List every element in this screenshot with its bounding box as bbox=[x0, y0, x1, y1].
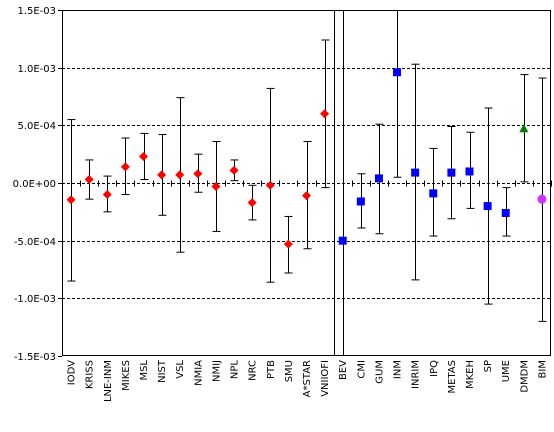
y-tick-labels: -1.5E-03 -1.0E-03 -5.0E-04 0.0E+00 5.0E-04 1.… bbox=[13, 6, 56, 363]
data-point-diamond bbox=[320, 109, 330, 119]
data-point-diamond bbox=[157, 170, 167, 180]
y-tick-label: 0.0E+00 bbox=[13, 179, 56, 190]
x-tick-label: BEV bbox=[338, 360, 349, 380]
x-tick-label: LNE-INM bbox=[103, 360, 114, 402]
data-point-circle bbox=[537, 194, 547, 204]
x-tick-label: IPQ bbox=[429, 360, 440, 377]
x-tick-label: VNIIOFI bbox=[320, 360, 331, 397]
x-tick-label: NMIJ bbox=[211, 360, 222, 382]
data-markers bbox=[66, 68, 547, 249]
x-tick-label: MKEH bbox=[465, 360, 476, 389]
y-tick-label: 1.0E-03 bbox=[17, 64, 56, 75]
data-point-square bbox=[338, 236, 347, 245]
data-point-square bbox=[393, 68, 402, 77]
data-point-diamond bbox=[139, 151, 148, 161]
data-point-diamond bbox=[302, 191, 311, 201]
data-point-diamond bbox=[66, 195, 76, 205]
data-point-square bbox=[356, 197, 365, 206]
data-point-diamond bbox=[265, 180, 275, 190]
x-tick-label: NPL bbox=[230, 360, 241, 380]
y-tick-label: 1.5E-03 bbox=[17, 6, 56, 17]
x-tick-label: NIST bbox=[157, 359, 168, 383]
x-tick-label: NRC bbox=[248, 360, 259, 381]
y-tick-label: -5.0E-04 bbox=[14, 237, 56, 248]
x-tick-label: DMDM bbox=[519, 360, 530, 393]
data-point-square bbox=[447, 168, 456, 177]
x-tick-label: VSL bbox=[175, 360, 186, 379]
data-point-diamond bbox=[247, 198, 257, 208]
data-point-square bbox=[374, 174, 383, 183]
y-tick-label: -1.5E-03 bbox=[14, 352, 56, 363]
data-point-diamond bbox=[102, 190, 112, 200]
data-point-triangle bbox=[519, 123, 529, 133]
x-tick-label: KRISS bbox=[85, 360, 96, 389]
x-tick-label: IODV bbox=[67, 360, 78, 385]
data-point-square bbox=[501, 208, 510, 217]
x-tick-label: INM bbox=[393, 360, 404, 379]
data-point-square bbox=[429, 189, 438, 198]
data-point-diamond bbox=[84, 175, 94, 185]
data-point-diamond bbox=[283, 239, 293, 249]
x-tick-label: NMIA bbox=[193, 360, 204, 386]
data-point-diamond bbox=[120, 162, 130, 172]
x-tick-label: MIKES bbox=[121, 360, 132, 391]
data-point-diamond bbox=[193, 169, 203, 179]
x-tick-label: SP bbox=[483, 360, 494, 372]
x-tick-labels: IODV KRISS LNE-INM MIKES MSL NIST VSL NMIA NMIJ N… bbox=[67, 359, 549, 402]
data-point-square bbox=[465, 167, 474, 176]
x-tick-label: SMU bbox=[284, 360, 295, 382]
axes bbox=[58, 10, 552, 357]
error-bars bbox=[67, 10, 547, 356]
data-point-square bbox=[483, 202, 492, 211]
x-tick-label: PTB bbox=[266, 360, 277, 379]
data-point-diamond bbox=[229, 165, 239, 175]
x-tick-label: MSL bbox=[139, 360, 150, 381]
x-tick-label: INRIM bbox=[411, 360, 422, 389]
x-tick-label: METAS bbox=[447, 360, 458, 393]
x-tick-label: UME bbox=[501, 360, 512, 382]
x-tick-label: BIM bbox=[537, 360, 548, 378]
y-tick-label: -1.0E-03 bbox=[14, 294, 56, 305]
x-tick-label: GUM bbox=[374, 360, 385, 384]
gridlines bbox=[62, 68, 551, 299]
x-tick-label: A*STAR bbox=[302, 360, 313, 397]
data-point-square bbox=[411, 168, 420, 177]
data-point-diamond bbox=[211, 181, 221, 191]
x-tick-label: CMI bbox=[356, 360, 367, 379]
y-tick-label: 5.0E-04 bbox=[17, 121, 56, 132]
data-point-diamond bbox=[175, 170, 185, 180]
